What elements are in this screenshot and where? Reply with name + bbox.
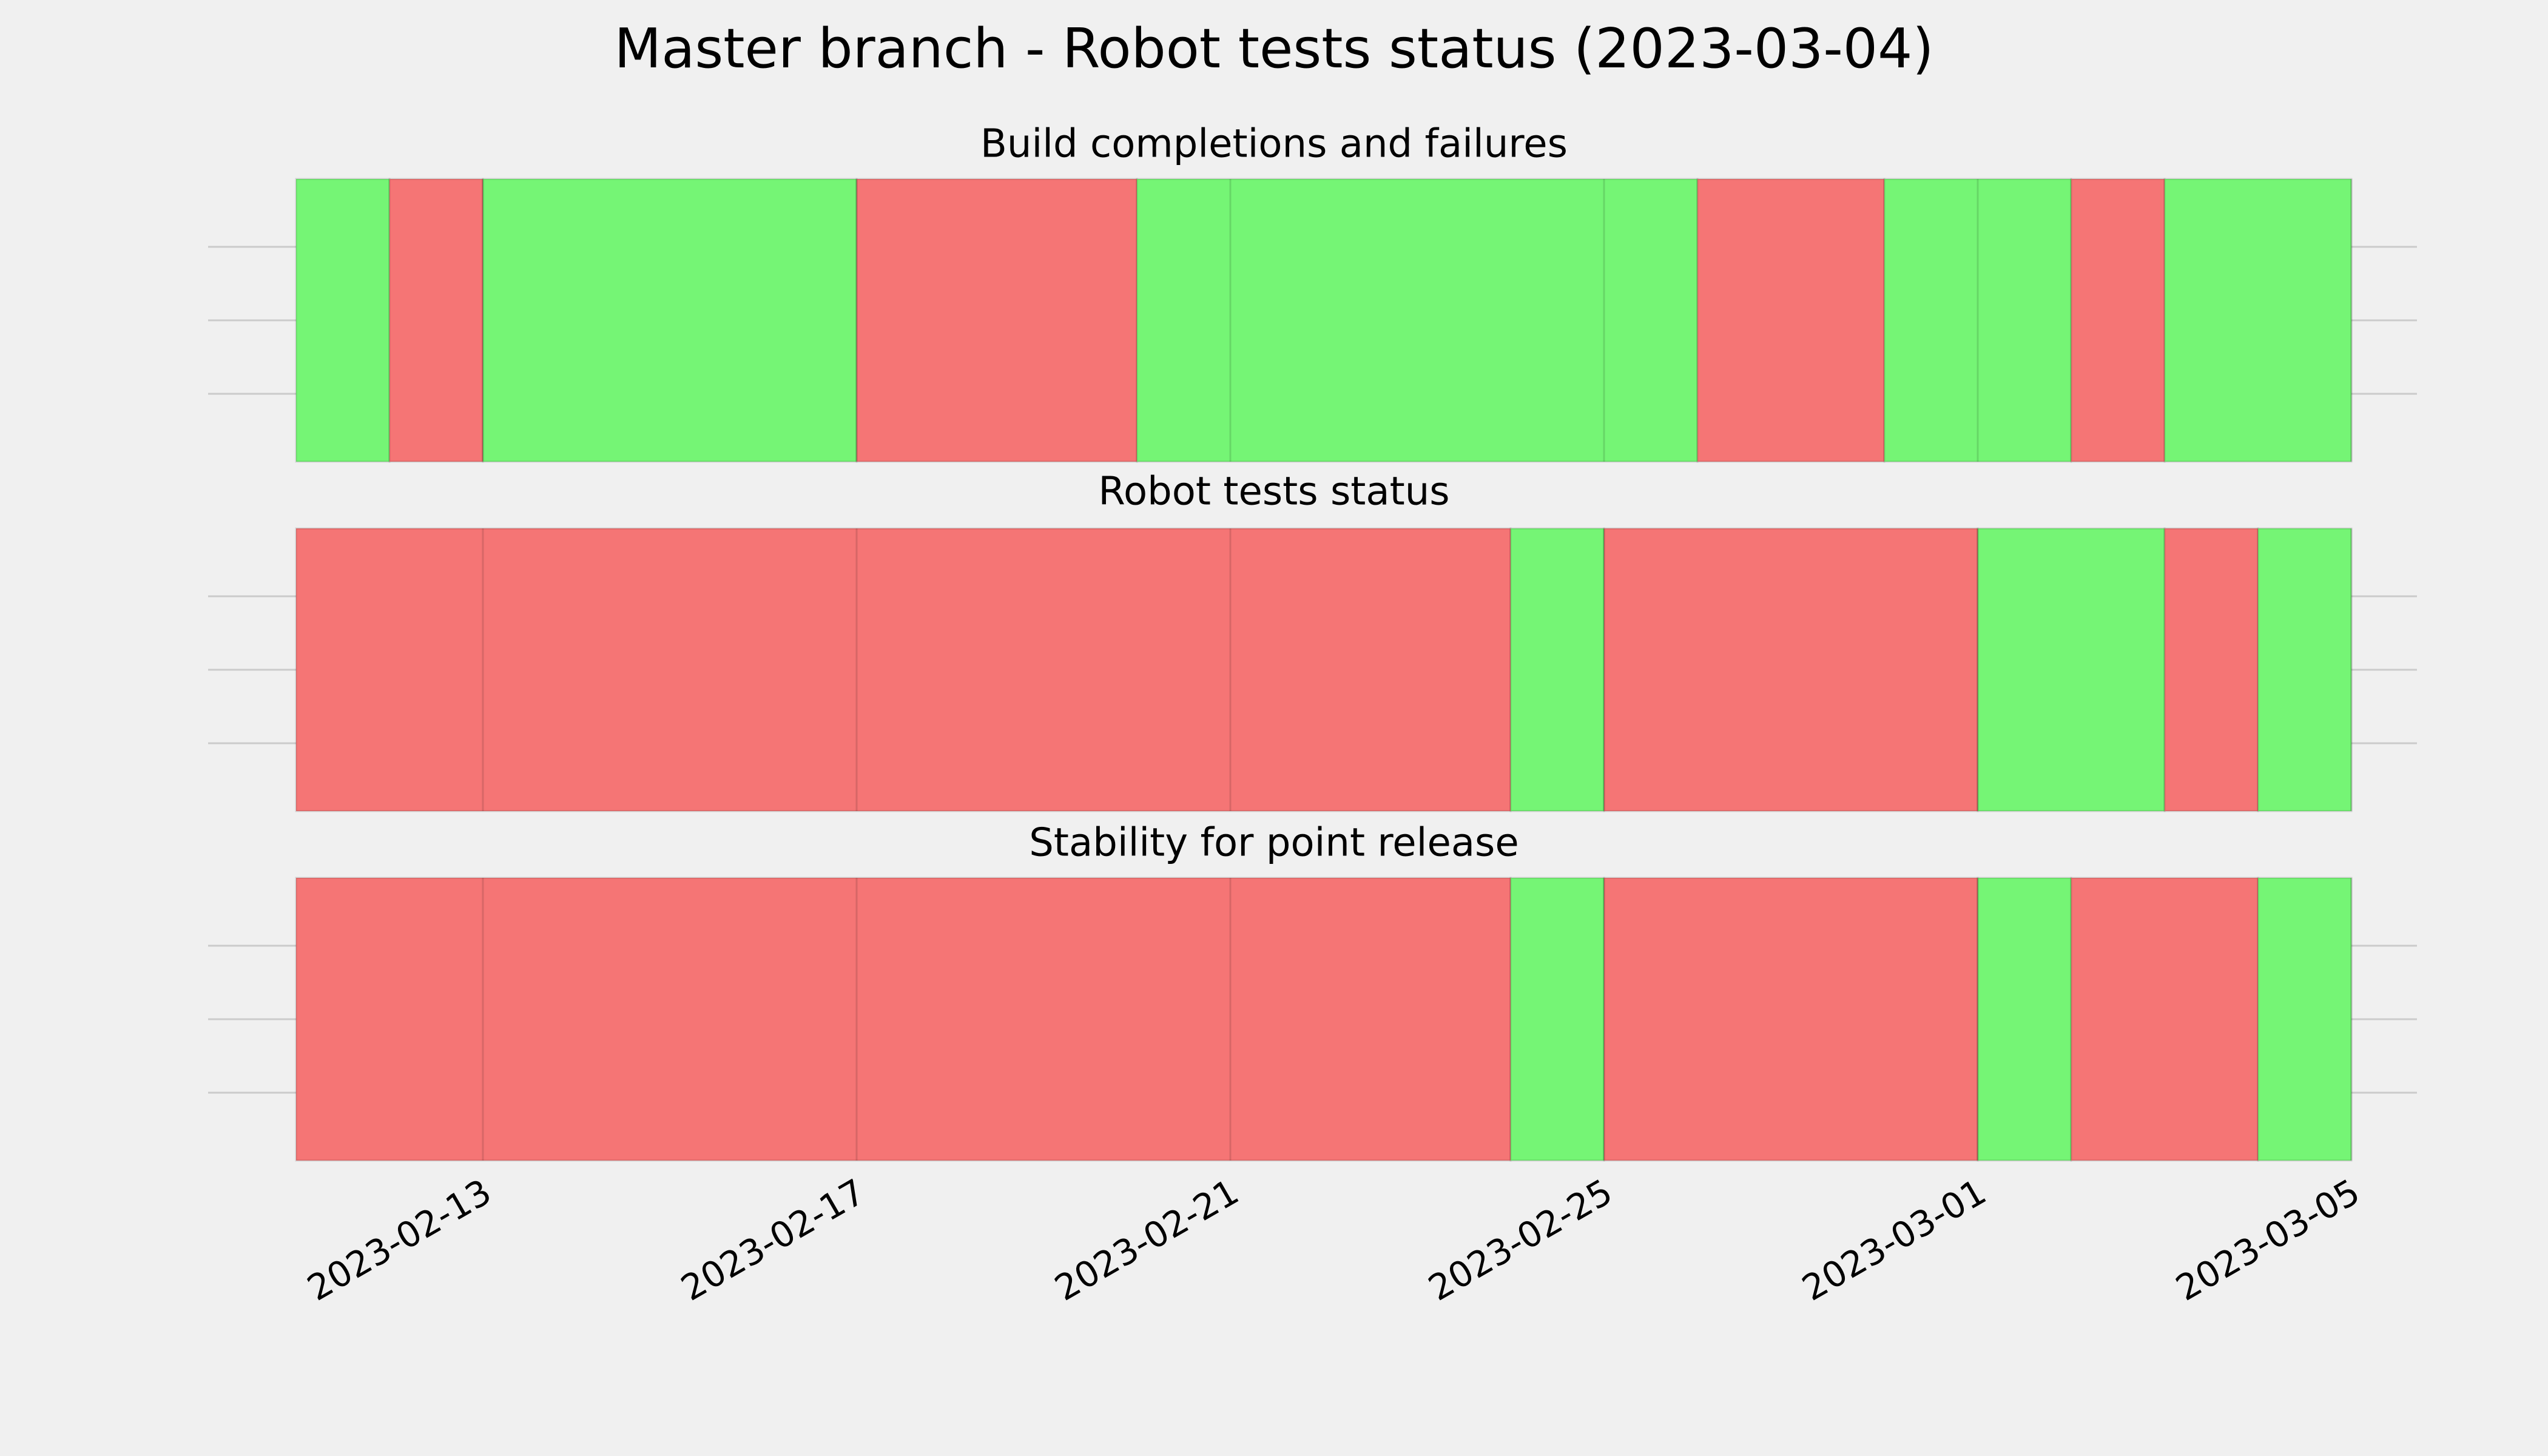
status-segment: [2070, 178, 2166, 463]
panel-title: Build completions and failures: [980, 122, 1568, 167]
status-segment: [1509, 527, 1605, 812]
status-segment: [1977, 527, 2166, 812]
status-segment: [1696, 178, 1886, 463]
status-segment: [2257, 877, 2353, 1162]
chart-title: Master branch - Robot tests status (2023…: [615, 17, 1934, 81]
status-segment: [295, 178, 391, 463]
status-segment: [295, 877, 1512, 1162]
status-segment: [1603, 877, 1979, 1162]
status-segment: [1509, 877, 1605, 1162]
status-segment: [482, 178, 858, 463]
status-segment: [1977, 877, 2072, 1162]
status-segment: [2070, 877, 2259, 1162]
panel-title: Robot tests status: [1098, 470, 1449, 514]
status-segment: [2163, 527, 2259, 812]
status-segment: [855, 178, 1138, 463]
status-segment: [1883, 178, 2072, 463]
status-segment: [295, 527, 1512, 812]
panel-title: Stability for point release: [1029, 821, 1519, 866]
status-segment: [2257, 527, 2353, 812]
status-segment: [388, 178, 484, 463]
status-segment: [1136, 178, 1699, 463]
status-segment: [2163, 178, 2353, 463]
status-segment: [1603, 527, 1979, 812]
